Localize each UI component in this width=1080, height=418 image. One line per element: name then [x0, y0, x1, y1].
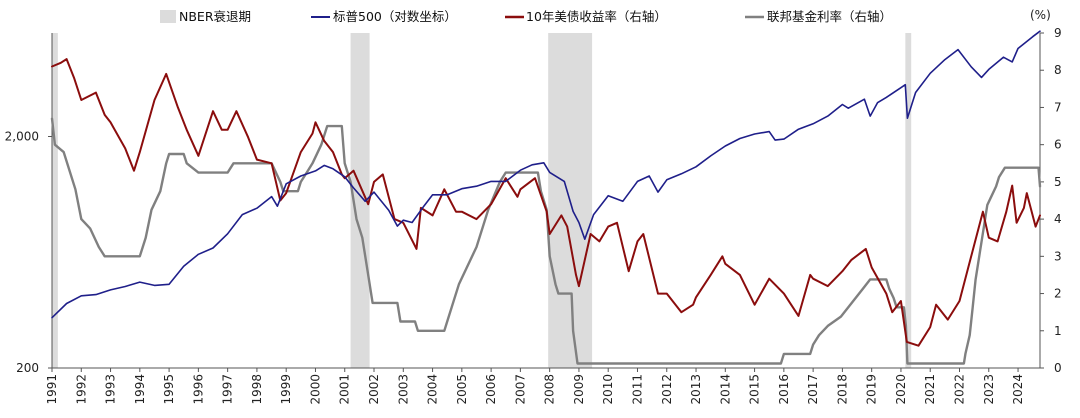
series-lines	[50, 30, 1042, 365]
x-tick-label-2013: 2013	[689, 374, 703, 405]
legend-fedfunds-label: 联邦基金利率（右轴）	[767, 9, 892, 24]
right-axis-unit: (%)	[1030, 8, 1051, 22]
x-tick-label-2015: 2015	[748, 374, 762, 405]
x-tick-label-2000: 2000	[308, 374, 322, 405]
x-tick-label-2001: 2001	[338, 374, 352, 405]
x-tick-label-1991: 1991	[45, 374, 59, 405]
x-tick-label-1998: 1998	[250, 374, 264, 405]
x-tick-label-2019: 2019	[865, 374, 879, 405]
x-tick-label-2005: 2005	[455, 374, 469, 405]
x-tick-label-2021: 2021	[923, 374, 937, 405]
treasury10y-line	[51, 58, 1041, 347]
x-tick-label-2007: 2007	[513, 374, 527, 405]
y-right-tick-label-9: 9	[1054, 26, 1062, 40]
x-tick-label-1995: 1995	[162, 374, 176, 405]
y-right-tick-label-3: 3	[1054, 249, 1062, 263]
legend: NBER衰退期 标普500（对数坐标） 10年美债收益率（右轴） 联邦基金利率（…	[160, 9, 892, 24]
y-right-tick-label-1: 1	[1054, 324, 1062, 338]
x-tick-label-2012: 2012	[660, 374, 674, 405]
recession-band-1	[350, 33, 370, 368]
x-tick-label-2014: 2014	[718, 374, 732, 405]
y-left-tick-label-1: 2,000	[5, 130, 39, 144]
legend-treasury-label: 10年美债收益率（右轴）	[526, 9, 667, 24]
x-tick-label-2002: 2002	[367, 374, 381, 405]
y-right-tick-label-4: 4	[1054, 212, 1062, 226]
y-right-tick-label-0: 0	[1054, 361, 1062, 375]
x-tick-label-2008: 2008	[543, 374, 557, 405]
y-left-tick-label-0: 200	[16, 361, 39, 375]
axes	[51, 33, 1041, 369]
y-right-tick-label-5: 5	[1054, 175, 1062, 189]
x-tick-label-2020: 2020	[894, 374, 908, 405]
fedfunds-line	[50, 117, 1042, 365]
x-tick-label-2011: 2011	[630, 374, 644, 405]
x-tick-label-2017: 2017	[806, 374, 820, 405]
recession-band-3	[905, 33, 912, 368]
x-tick-label-2022: 2022	[952, 374, 966, 405]
x-tick-label-2024: 2024	[1011, 374, 1025, 405]
x-tick-label-2018: 2018	[835, 374, 849, 405]
recession-bands	[52, 33, 912, 368]
y-right-tick-label-7: 7	[1054, 100, 1062, 114]
y-left-tick-labels: 200 2,000	[5, 130, 52, 375]
x-tick-label-1993: 1993	[104, 374, 118, 405]
x-tick-label-2009: 2009	[572, 374, 586, 405]
legend-recession-label: NBER衰退期	[179, 9, 251, 24]
legend-sp500-label: 标普500（对数坐标）	[333, 9, 457, 24]
y-right-tick-labels: 0 1 2 3 4 5 6 7 8 9	[1040, 26, 1062, 375]
x-tick-label-2010: 2010	[601, 374, 615, 405]
x-tick-label-1997: 1997	[221, 374, 235, 405]
x-tick-label-2006: 2006	[484, 374, 498, 405]
x-tick-labels: 1991 1992 1993 1994 1995 1996 1997 1998 1999 2000…	[45, 368, 1025, 405]
y-right-tick-label-6: 6	[1054, 138, 1062, 152]
sp500-line	[51, 30, 1041, 319]
x-tick-label-2023: 2023	[982, 374, 996, 405]
x-tick-label-1996: 1996	[191, 374, 205, 405]
x-tick-label-1999: 1999	[279, 374, 293, 405]
x-tick-label-2004: 2004	[426, 374, 440, 405]
x-tick-label-2016: 2016	[777, 374, 791, 405]
legend-recession-swatch	[160, 10, 176, 23]
y-right-tick-label-2: 2	[1054, 287, 1062, 301]
recession-band-0	[52, 33, 58, 368]
x-tick-label-1992: 1992	[74, 374, 88, 405]
y-right-tick-label-8: 8	[1054, 63, 1062, 77]
x-tick-label-2003: 2003	[396, 374, 410, 405]
x-tick-label-1994: 1994	[133, 374, 147, 405]
